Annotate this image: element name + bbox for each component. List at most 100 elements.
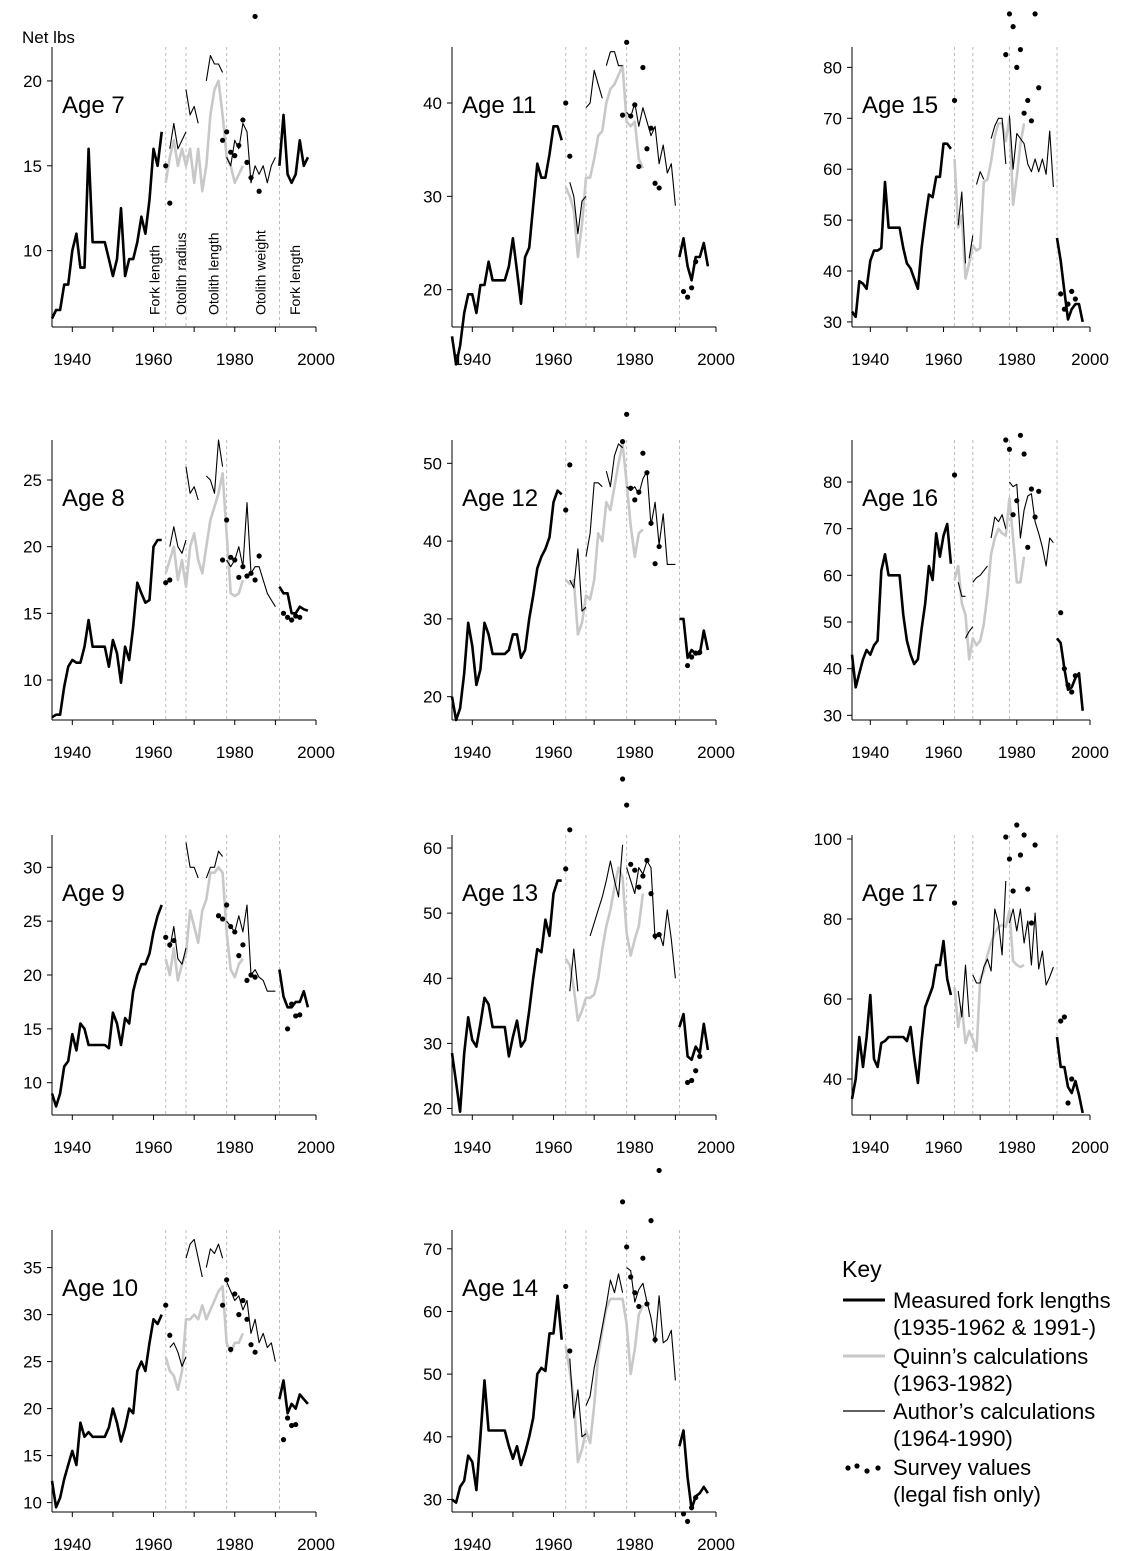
series-line-author bbox=[957, 964, 970, 1018]
survey-point bbox=[656, 543, 662, 550]
y-tick-label: 80 bbox=[823, 473, 842, 492]
survey-point bbox=[248, 1342, 254, 1348]
survey-point bbox=[232, 1291, 238, 1297]
survey-point bbox=[232, 153, 238, 159]
panel-age-11: 1940 1960 1980 2000 20 30 40 Age 11 bbox=[423, 39, 735, 369]
survey-point bbox=[224, 1277, 230, 1283]
series-line-author bbox=[585, 1273, 624, 1406]
survey-point bbox=[684, 1518, 691, 1524]
survey-point bbox=[219, 137, 226, 143]
series-line-author bbox=[605, 51, 623, 67]
survey-point bbox=[293, 1013, 299, 1019]
x-tick-label: 1940 bbox=[453, 350, 491, 369]
panel-title: Age 15 bbox=[862, 92, 938, 119]
survey-point bbox=[1010, 512, 1016, 518]
survey-point bbox=[684, 1079, 691, 1086]
survey-point bbox=[648, 891, 654, 897]
y-tick-label: 40 bbox=[423, 1428, 442, 1447]
survey-point bbox=[640, 1255, 646, 1261]
x-tick-label: 1940 bbox=[453, 1138, 491, 1157]
y-tick-label: 70 bbox=[823, 109, 842, 128]
panel-age-12: 1940 1960 1980 2000 20 30 40 50 Age 12 bbox=[423, 411, 735, 762]
panel-title: Age 16 bbox=[862, 485, 938, 512]
survey-point bbox=[256, 188, 262, 194]
series-line-measured bbox=[450, 879, 562, 1113]
survey-point bbox=[567, 153, 573, 159]
legend-label-survey-2: (legal fish only) bbox=[893, 1482, 1041, 1507]
survey-point bbox=[693, 650, 699, 656]
survey-point bbox=[563, 1283, 569, 1289]
survey-point bbox=[619, 1199, 626, 1205]
series-line-measured bbox=[1055, 1036, 1084, 1114]
survey-point bbox=[563, 866, 569, 872]
method-label: Otolith radius bbox=[173, 233, 189, 315]
y-tick-label: 80 bbox=[823, 58, 842, 77]
series-line-author bbox=[569, 548, 587, 612]
legend-item-author: Author’s calculations (1964-1990) bbox=[843, 1399, 1095, 1451]
survey-point bbox=[624, 411, 630, 417]
survey-point bbox=[1032, 842, 1038, 848]
x-tick-label: 1980 bbox=[216, 743, 254, 762]
survey-point bbox=[1036, 85, 1042, 91]
series-line-measured bbox=[850, 939, 953, 1100]
survey-point bbox=[1069, 1076, 1075, 1082]
survey-point bbox=[1028, 118, 1035, 124]
series-line-measured bbox=[50, 131, 163, 320]
survey-point bbox=[563, 507, 569, 513]
series-line-author bbox=[169, 526, 187, 554]
y-tick-label: 100 bbox=[814, 830, 842, 849]
survey-point bbox=[1072, 296, 1078, 302]
panel-age-10: 1940 1960 1980 2000 10 15 20 25 30 35 Age 10 bbox=[23, 1230, 335, 1551]
survey-point bbox=[648, 125, 654, 131]
series-line-author bbox=[972, 880, 1007, 984]
survey-point bbox=[240, 117, 246, 123]
survey-point bbox=[215, 913, 222, 919]
survey-point bbox=[252, 577, 258, 583]
x-tick-label: 1980 bbox=[616, 1535, 654, 1551]
y-tick-label: 15 bbox=[23, 1020, 42, 1039]
survey-point bbox=[1021, 451, 1027, 457]
survey-point bbox=[644, 1301, 650, 1307]
series-line-author bbox=[205, 850, 224, 879]
y-tick-label: 60 bbox=[423, 1302, 442, 1321]
survey-point bbox=[236, 574, 242, 580]
survey-point bbox=[248, 570, 254, 576]
series-line-author bbox=[957, 582, 966, 597]
legend-item-quinn: Quinn’s calculations (1963-1982) bbox=[843, 1344, 1088, 1396]
y-tick-label: 20 bbox=[23, 966, 42, 985]
y-tick-label: 70 bbox=[823, 520, 842, 539]
y-tick-label: 60 bbox=[823, 990, 842, 1009]
survey-point bbox=[680, 1511, 687, 1517]
survey-point bbox=[563, 100, 569, 106]
survey-point bbox=[648, 520, 654, 526]
legend-label-quinn-1: Quinn’s calculations bbox=[893, 1344, 1088, 1369]
x-tick-label: 1980 bbox=[616, 350, 654, 369]
survey-point bbox=[1058, 610, 1064, 616]
y-tick-label: 30 bbox=[823, 313, 842, 332]
survey-point bbox=[236, 142, 242, 149]
survey-point bbox=[244, 573, 250, 579]
survey-point bbox=[1028, 486, 1035, 492]
x-tick-label: 2000 bbox=[1071, 1138, 1109, 1157]
survey-point bbox=[224, 129, 230, 135]
survey-point bbox=[252, 13, 258, 20]
survey-point bbox=[236, 1312, 242, 1318]
series-line-author bbox=[569, 182, 587, 235]
survey-point bbox=[240, 564, 246, 570]
y-tick-label: 60 bbox=[823, 566, 842, 585]
series-line-author bbox=[185, 1238, 203, 1278]
survey-point bbox=[163, 1302, 169, 1308]
y-tick-label: 30 bbox=[423, 1490, 442, 1509]
y-tick-label: 40 bbox=[423, 969, 442, 988]
panel-age-15: 1940 1960 1980 2000 30 40 50 60 70 80 Age 15 bbox=[823, 11, 1109, 369]
method-label: Fork length bbox=[147, 245, 163, 315]
series-line-measured bbox=[678, 237, 710, 282]
series-line-author bbox=[185, 89, 199, 124]
series-line-measured bbox=[678, 1429, 709, 1511]
series-line-author bbox=[185, 842, 199, 879]
survey-point bbox=[619, 776, 626, 782]
survey-point bbox=[1061, 306, 1067, 312]
panel-title: Age 12 bbox=[462, 485, 538, 512]
series-line-author bbox=[226, 1281, 276, 1362]
x-tick-label: 1940 bbox=[851, 1138, 889, 1157]
